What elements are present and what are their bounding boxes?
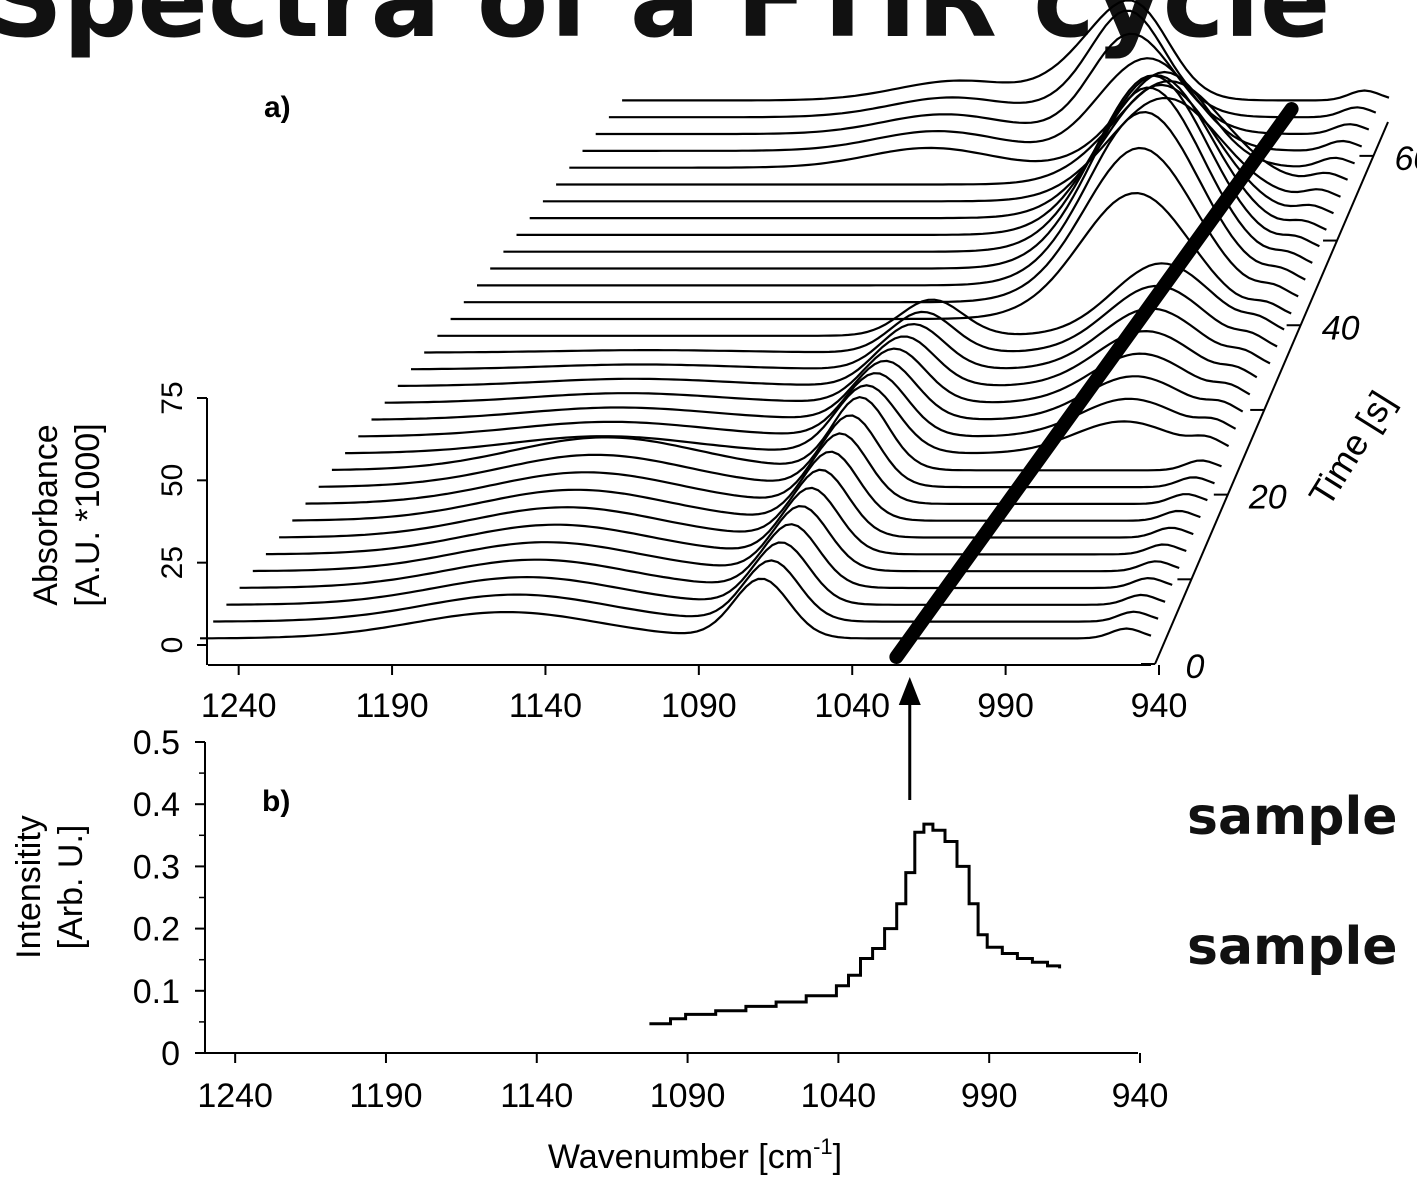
page-title: Spectra of a FTIR cycle (0, 0, 1330, 61)
panel-a-y-tick-label: 75 (156, 381, 189, 414)
panel-a-axes-group: 1240119011401090104099094002550750204060 (156, 121, 1417, 725)
panel-b-y-tick-label: 0.1 (133, 973, 180, 1011)
panel-a-trend-line (889, 102, 1299, 664)
panel-b-label: b) (262, 785, 290, 818)
panel-b-spectrum-line (649, 822, 1062, 1026)
panel-a-time-axis-line (1154, 121, 1389, 665)
panel-a-spectrum-line (305, 432, 1208, 505)
panel-b-x-tick-label: 1090 (650, 1077, 726, 1115)
panel-a-spectrum-line (622, 0, 1390, 102)
panel-a-ylabel-line2: [A.U. *1000] (69, 423, 107, 606)
panel-a-time-tick-label: 0 (1186, 648, 1205, 686)
panel-a-spectrum-line (279, 468, 1194, 539)
panel-a-spectrum-line (226, 541, 1166, 606)
panel-a-spectrum-line (477, 110, 1306, 287)
panel-a-spectrum-line (358, 372, 1237, 438)
panel-a-x-tick-label: 1190 (356, 687, 429, 725)
panel-a-x-tick-label: 940 (1131, 687, 1188, 725)
panel-a-spectra-group (200, 0, 1390, 640)
panel-a-spectrum-line (463, 146, 1299, 304)
panel-a-spectrum-line (424, 284, 1278, 354)
panel-a-spectrum-line (608, 9, 1377, 119)
panel-a-spectrum-line (318, 414, 1215, 489)
panel-b-x-tick-label: 990 (961, 1077, 1018, 1115)
panel-a-spectrum-line (200, 577, 1152, 640)
panel-a-spectrum-line (542, 96, 1341, 203)
panel-a-time-tick-label: 20 (1248, 479, 1287, 517)
connector-arrow-head (898, 677, 921, 705)
panel-a-y-tick-label: 0 (156, 637, 189, 654)
panel-a-spectrum-line (569, 70, 1355, 169)
panel-a-spectrum-line (503, 74, 1320, 253)
panel-a-x-tick-label: 990 (977, 687, 1034, 725)
panel-a-spectrum-line (331, 395, 1222, 472)
panel-a-x-tick-label: 1040 (814, 687, 890, 725)
panel-a-spectrum-line (239, 523, 1173, 590)
panel-a-label: a) (264, 91, 291, 124)
panel-a-x-tick-label: 1140 (509, 687, 582, 725)
sample-2-label: sample 2 (1187, 917, 1417, 977)
panel-b-x-tick-label: 1240 (197, 1077, 273, 1115)
panel-b-y-tick-label: 0.4 (133, 786, 180, 824)
panel-b-intensity-chart: 1240 1190 1140 1090 1040 990 940 0 0.1 0.2 0.3 0.4 0… (10, 677, 1168, 1176)
panel-a-x-tick-label: 1240 (201, 687, 277, 725)
panel-a-waterfall-chart: 1240119011401090104099094002550750204060… (27, 0, 1417, 725)
panel-b-y-tick-label: 0.3 (133, 848, 180, 886)
panel-b-xlabel: Wavenumber [cm-1] (548, 1134, 842, 1176)
panel-a-time-axis-label: Time [s] (1300, 384, 1402, 513)
panel-a-spectrum-line (595, 32, 1370, 136)
panel-b-y-tick-label: 0.2 (133, 911, 180, 949)
panel-b-series-group (649, 677, 1062, 1026)
panel-b-ylabel-line2: [Arb. U.] (52, 825, 90, 950)
panel-a-spectrum-line (252, 504, 1180, 573)
panel-a-spectrum-line (529, 83, 1334, 220)
panel-a-spectrum-line (292, 450, 1201, 522)
panel-a-y-tick-label: 25 (156, 546, 189, 579)
panel-b-x-tick-label: 1140 (500, 1077, 573, 1115)
panel-a-spectrum-line (265, 486, 1187, 556)
panel-b-y-tick-label: 0 (161, 1035, 180, 1073)
panel-a-time-tick-label: 40 (1322, 309, 1360, 347)
panel-a-spectrum-line (345, 384, 1230, 455)
panel-a-x-tick-label: 1090 (661, 687, 737, 725)
panel-b-axes-group: 1240 1190 1140 1090 1040 990 940 0 0.1 0.2 0.3 0.4 0… (133, 724, 1169, 1115)
panel-a-spectrum-line (397, 329, 1258, 387)
panel-a-spectrum-line (437, 262, 1285, 337)
panel-a-trend-group (889, 102, 1299, 664)
panel-a-ylabel-line1: Absorbance (27, 424, 65, 605)
panel-b-x-tick-label: 1040 (801, 1077, 877, 1115)
panel-a-spectrum-line (490, 86, 1313, 270)
panel-a-spectrum-line (213, 559, 1159, 623)
panel-b-x-tick-label: 1190 (349, 1077, 422, 1115)
sample-1-label: sample 1 (1187, 787, 1417, 847)
panel-b-ylabel-line1: Intensitity (10, 815, 48, 959)
panel-a-y-tick-label: 50 (156, 464, 189, 497)
panel-b-y-tick-label: 0.5 (133, 724, 180, 762)
panel-b-x-tick-label: 940 (1112, 1077, 1169, 1115)
panel-a-spectrum-line (411, 307, 1271, 371)
panel-a-spectrum-line (582, 57, 1363, 152)
panel-a-spectrum-line (556, 79, 1349, 186)
panel-a-time-tick-label: 60 (1395, 140, 1417, 178)
panel-a-spectrum-line (450, 191, 1292, 321)
